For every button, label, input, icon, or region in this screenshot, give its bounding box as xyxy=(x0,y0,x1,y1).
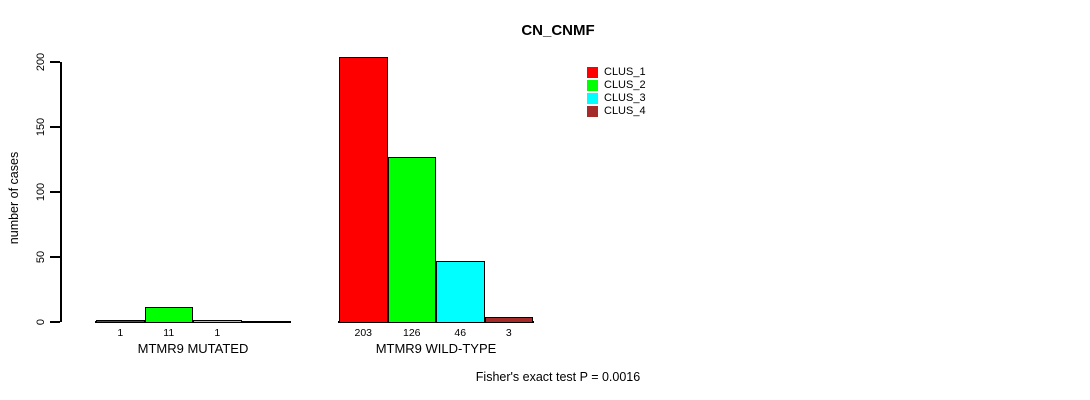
legend-label: CLUS_2 xyxy=(604,79,646,91)
legend-swatch-icon xyxy=(587,93,598,104)
legend-item-clus-2: CLUS_2 xyxy=(587,79,707,92)
bar-value-label: 3 xyxy=(505,327,512,339)
bar-value-label: 203 xyxy=(354,327,373,339)
y-axis-tick-label: 0 xyxy=(35,318,47,326)
legend-item-clus-3: CLUS_3 xyxy=(587,92,707,105)
bar-value-label: 126 xyxy=(402,327,421,339)
x-axis-category-label: MTMR9 MUTATED xyxy=(137,341,249,356)
legend-item-clus-1: CLUS_1 xyxy=(587,66,707,79)
y-axis-tick xyxy=(50,191,60,193)
bar-value-label: 1 xyxy=(117,327,124,339)
fisher-test-annotation: Fisher's exact test P = 0.0016 xyxy=(475,370,641,384)
y-axis-title: number of cases xyxy=(7,151,21,245)
y-axis-tick xyxy=(50,126,60,128)
legend-swatch-icon xyxy=(587,67,598,78)
legend-label: CLUS_4 xyxy=(604,105,646,117)
bar-mtmr9-wild-type-clus-2 xyxy=(387,157,436,323)
y-axis-tick xyxy=(50,256,60,258)
bar-value-label: 1 xyxy=(214,327,221,339)
y-axis-line xyxy=(60,62,62,322)
legend-label: CLUS_3 xyxy=(604,92,646,104)
x-axis-category-label: MTMR9 WILD-TYPE xyxy=(375,341,497,356)
legend: CLUS_1 CLUS_2 CLUS_3 CLUS_4 xyxy=(587,66,707,126)
chart-title: CN_CNMF xyxy=(521,22,595,39)
y-axis-tick-label: 200 xyxy=(35,52,47,72)
bar-value-label: 11 xyxy=(163,327,175,339)
legend-swatch-icon xyxy=(587,106,598,117)
bar-mtmr9-mutated-clus-2 xyxy=(144,306,193,323)
y-axis-tick xyxy=(50,61,60,63)
legend-item-clus-4: CLUS_4 xyxy=(587,105,707,118)
legend-swatch-icon xyxy=(587,80,598,91)
bar-mtmr9-wild-type-clus-4 xyxy=(484,317,533,323)
bar-mtmr9-mutated-clus-1 xyxy=(96,319,145,323)
y-axis-tick-label: 150 xyxy=(35,117,47,137)
y-axis-tick xyxy=(50,321,60,323)
bar-value-label: 46 xyxy=(454,327,467,339)
y-axis-tick-label: 100 xyxy=(35,182,47,202)
bar-mtmr9-wild-type-clus-1 xyxy=(339,57,388,323)
legend-label: CLUS_1 xyxy=(604,66,646,78)
bar-mtmr9-mutated-clus-3 xyxy=(193,319,242,323)
y-axis-tick-label: 50 xyxy=(35,250,47,264)
bar-mtmr9-wild-type-clus-3 xyxy=(436,261,485,323)
